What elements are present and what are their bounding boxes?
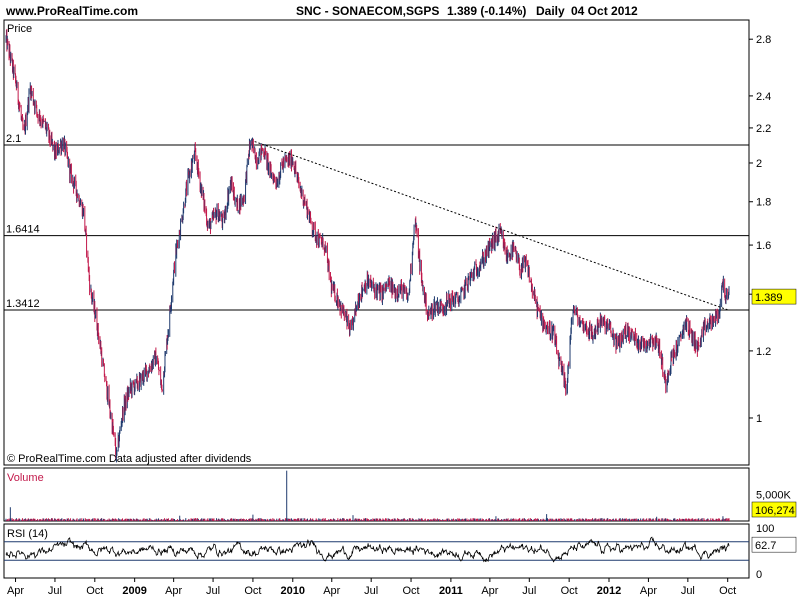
time-tick-label: 2012 xyxy=(597,585,621,597)
time-tick-label: Apr xyxy=(481,585,498,597)
rsi-series: 0 100 xyxy=(4,523,774,581)
time-tick-label: Apr xyxy=(640,585,657,597)
price-tick-label: 1.8 xyxy=(756,197,771,209)
price-tick-label: 1 xyxy=(756,413,762,425)
volume-panel xyxy=(3,467,750,522)
rsi-tick-label: 100 xyxy=(756,523,774,535)
period-label: Daily xyxy=(536,4,565,18)
time-axis: Apr Jul Oct 2009 Apr Jul Oct 2010 Apr Jul Oct 2011 A… xyxy=(7,578,736,597)
time-tick-label: Jul xyxy=(522,585,536,597)
site-name: www.ProRealTime.com xyxy=(5,4,138,18)
hline-label-2: 1.3412 xyxy=(6,298,40,310)
price-panel-label: Price xyxy=(7,23,32,35)
symbol-title: SNC - SONAECOM,SGPS xyxy=(296,4,439,18)
rsi-panel-label: RSI (14) xyxy=(7,528,48,540)
trendline-group xyxy=(254,141,730,311)
volume-last-badge: 106,274 xyxy=(755,505,795,517)
price-tick-label: 2.8 xyxy=(756,34,771,46)
time-tick-label: Jul xyxy=(206,585,220,597)
header-date: 04 Oct 2012 xyxy=(571,4,638,18)
time-tick-label: Oct xyxy=(719,585,736,597)
time-tick-label: Oct xyxy=(86,585,103,597)
rsi-last-badge-box xyxy=(751,536,797,553)
time-tick-label: Apr xyxy=(323,585,340,597)
price-bars xyxy=(5,28,730,463)
time-tick-label: Apr xyxy=(165,585,182,597)
time-tick-label: 2010 xyxy=(281,585,305,597)
hline-label-1: 1.6414 xyxy=(6,224,40,236)
value-badges: 1.389 106,274 62.7 xyxy=(751,288,797,553)
volume-bars: 5,000K xyxy=(5,470,792,521)
rsi-panel xyxy=(3,523,750,579)
price-last-badge: 1.389 xyxy=(755,292,783,304)
price-last-badge-box xyxy=(751,288,797,305)
volume-tick-label: 5,000K xyxy=(756,490,792,502)
footer-note: © ProRealTime.com Data adjusted after di… xyxy=(7,453,252,465)
last-change: 1.389 (-0.14%) xyxy=(447,4,526,18)
time-tick-label: Oct xyxy=(244,585,261,597)
horizontal-lines: 2.1 1.6414 1.3412 xyxy=(4,133,749,311)
price-tick-label: 2.2 xyxy=(756,123,771,135)
price-tick-label: 1.6 xyxy=(756,240,771,252)
price-tick-label: 2 xyxy=(756,158,762,170)
price-tick-label: 2.4 xyxy=(756,91,771,103)
volume-panel-label: Volume xyxy=(7,472,44,484)
trendline xyxy=(254,141,730,311)
hline-label-0: 2.1 xyxy=(6,133,21,145)
time-tick-label: 2009 xyxy=(122,585,146,597)
time-tick-label: Jul xyxy=(681,585,695,597)
rsi-tick-label: 0 xyxy=(756,569,762,581)
price-axis: 11.21.41.61.822.22.42.8 xyxy=(749,34,771,425)
price-panel xyxy=(3,19,750,466)
rsi-last-badge: 62.7 xyxy=(755,540,776,552)
time-tick-label: 2011 xyxy=(439,585,463,597)
time-tick-label: Apr xyxy=(7,585,24,597)
time-tick-label: Oct xyxy=(402,585,419,597)
rsi-line xyxy=(5,536,730,563)
price-tick-label: 1.2 xyxy=(756,346,771,358)
time-tick-label: Jul xyxy=(48,585,62,597)
time-tick-label: Oct xyxy=(561,585,578,597)
volume-last-badge-box xyxy=(751,501,797,518)
time-tick-label: Jul xyxy=(364,585,378,597)
